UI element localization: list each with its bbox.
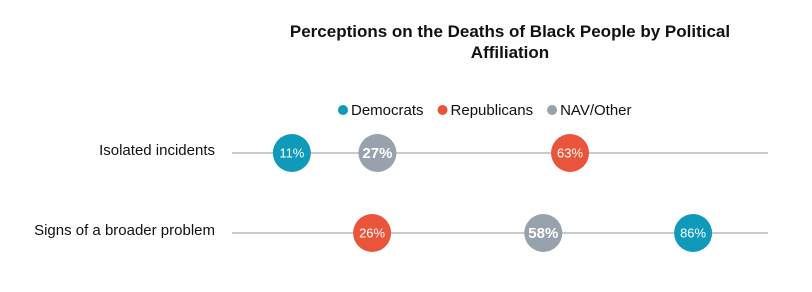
value-label: 63% xyxy=(557,145,583,160)
chart-title: Perceptions on the Deaths of Black Peopl… xyxy=(289,22,731,62)
legend-label: Republicans xyxy=(451,102,534,119)
legend-marker xyxy=(338,105,348,115)
value-label: 11% xyxy=(279,145,304,160)
dot xyxy=(524,214,563,252)
legend-label: NAV/Other xyxy=(560,102,631,119)
value-label: 58% xyxy=(528,225,558,242)
dot xyxy=(353,214,392,252)
dot xyxy=(674,214,713,252)
dot xyxy=(551,134,590,172)
dot xyxy=(272,134,311,172)
value-label: 27% xyxy=(362,145,392,162)
dot xyxy=(358,134,397,172)
category-label: Isolated incidents xyxy=(99,142,215,159)
value-label: 86% xyxy=(680,225,706,240)
legend-label: Democrats xyxy=(351,102,424,119)
legend-marker xyxy=(437,105,448,115)
value-label: 26% xyxy=(359,225,385,240)
legend-marker xyxy=(547,105,558,115)
category-label: Signs of a broader problem xyxy=(34,222,215,239)
